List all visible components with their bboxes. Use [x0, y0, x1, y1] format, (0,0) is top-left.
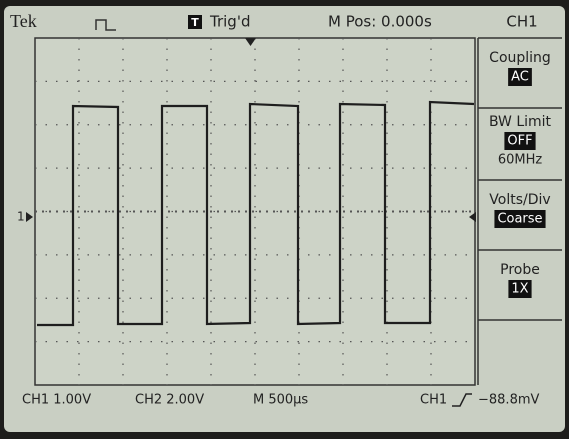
menu-value: AC	[511, 70, 529, 85]
menu-label: BW Limit	[489, 114, 552, 130]
trigger-status: Trig'd	[209, 13, 250, 31]
menu-label: Probe	[500, 262, 540, 278]
trigger-level: −88.8mV	[478, 393, 540, 408]
display: Tek T Trig'd M Pos: 0.000s CH1 1 Couplin…	[0, 0, 569, 439]
menu-value: OFF	[507, 134, 532, 149]
menu-value: Coarse	[497, 212, 542, 227]
ch2-scale: CH2 2.00V	[135, 393, 204, 408]
menu-title: CH1	[506, 13, 537, 31]
channel-marker: 1	[17, 210, 25, 224]
oscilloscope-screen: Tek T Trig'd M Pos: 0.000s CH1 1 Couplin…	[0, 0, 569, 439]
brand: Tek	[10, 11, 37, 31]
menu-label: Coupling	[489, 50, 551, 66]
menu-value: 1X	[511, 282, 528, 297]
horizontal-position: M Pos: 0.000s	[328, 13, 432, 31]
time-scale: M 500µs	[253, 393, 308, 408]
trigger-source: CH1	[420, 393, 447, 408]
trigger-icon: T	[191, 16, 199, 29]
menu-label: Volts/Div	[489, 192, 550, 208]
ch1-scale: CH1 1.00V	[22, 393, 91, 408]
menu-note: 60MHz	[498, 153, 543, 168]
